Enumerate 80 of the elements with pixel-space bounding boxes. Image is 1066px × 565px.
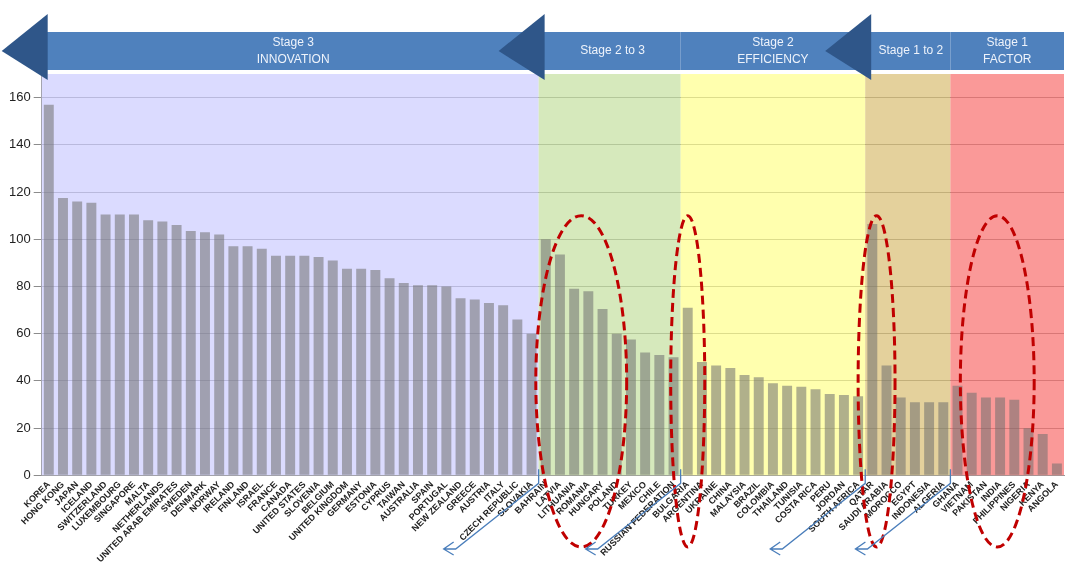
band-label: Stage 2 EFFICIENCY: [737, 34, 809, 66]
bar: [200, 232, 210, 475]
bar: [1037, 434, 1048, 475]
bar: [711, 365, 722, 475]
bar: [838, 395, 849, 475]
bar: [157, 221, 168, 475]
bar: [341, 268, 352, 475]
band-label: Stage 3 INNOVATION: [256, 34, 330, 66]
bar: [924, 402, 935, 475]
bar: [441, 286, 452, 475]
bar: [271, 255, 281, 475]
bar: [498, 305, 509, 475]
bar: [625, 339, 636, 475]
band-label: Stage 2 to 3: [580, 43, 646, 58]
y-tick-label: 100: [8, 230, 31, 246]
band-label: Stage 1 to 2: [878, 43, 944, 58]
bar: [242, 246, 253, 475]
bar: [129, 214, 139, 475]
bar: [782, 385, 793, 475]
bar: [100, 214, 111, 475]
y-tick-label: 140: [8, 136, 31, 152]
bar: [469, 299, 480, 475]
bar: [327, 260, 338, 475]
bar: [285, 255, 296, 475]
bar: [313, 256, 324, 475]
bar: [995, 397, 1006, 475]
bar: [554, 254, 565, 475]
bar: [1051, 463, 1062, 475]
bar: [143, 220, 154, 475]
bar: [753, 377, 764, 475]
bar: [583, 291, 594, 475]
bar: [398, 282, 409, 475]
bar: [1009, 399, 1020, 475]
y-tick-label: 0: [23, 466, 31, 482]
bar: [412, 285, 423, 475]
bar: [881, 365, 892, 475]
bar: [356, 268, 367, 475]
bar: [938, 402, 949, 475]
bar: [299, 255, 310, 475]
bar: [597, 308, 608, 475]
y-tick-label: 160: [8, 89, 31, 105]
band-label: Stage 1 FACTOR: [982, 34, 1032, 66]
bar: [256, 248, 267, 475]
bar: [909, 402, 920, 475]
bar: [43, 104, 54, 475]
bar: [640, 352, 651, 475]
bar: [767, 383, 778, 475]
bar: [455, 298, 466, 475]
bar: [980, 397, 991, 475]
y-tick-label: 60: [16, 325, 31, 341]
bar: [569, 288, 580, 475]
y-tick-label: 120: [8, 183, 31, 199]
bar: [796, 386, 807, 475]
bar: [427, 285, 438, 475]
bar: [384, 278, 395, 475]
bar: [611, 333, 622, 475]
bar: [810, 389, 821, 475]
bar: [739, 375, 750, 475]
bar: [171, 225, 182, 475]
bar: [824, 393, 835, 475]
bar: [895, 397, 906, 475]
bar: [370, 269, 381, 475]
bar: [966, 392, 977, 475]
y-tick-label: 40: [16, 372, 31, 388]
bar: [512, 319, 523, 475]
bar: [867, 223, 878, 475]
bar: [540, 239, 551, 475]
bar: [114, 214, 125, 475]
bar: [654, 354, 665, 475]
bar: [682, 307, 693, 475]
bar: [483, 303, 494, 475]
bar: [228, 246, 239, 475]
bar: [72, 201, 83, 475]
bar: [185, 231, 196, 475]
y-tick-label: 20: [16, 419, 31, 435]
bar: [725, 367, 736, 475]
bar: [214, 234, 225, 475]
bar: [58, 197, 68, 475]
bar: [86, 202, 97, 475]
y-tick-label: 80: [16, 278, 31, 294]
